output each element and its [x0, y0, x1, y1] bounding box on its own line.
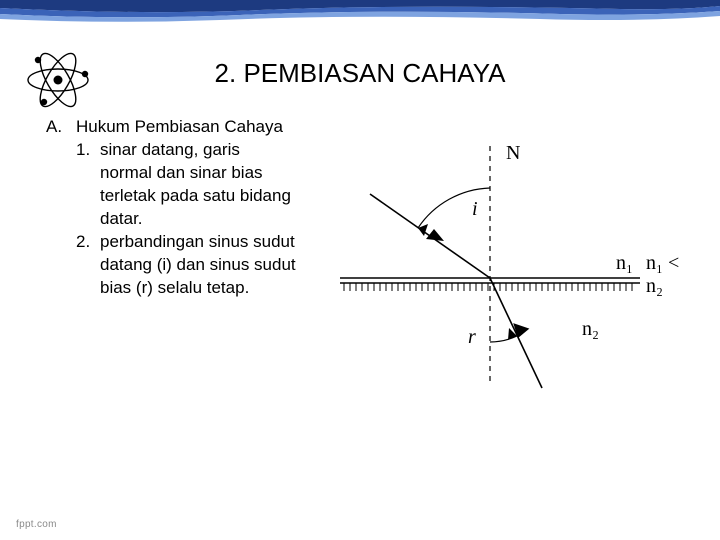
label-incidence: i [472, 198, 478, 221]
refraction-diagram: N i r n₁ n₂ n₁ < n₂ [320, 128, 700, 390]
section-heading: A. Hukum Pembiasan Cahaya [46, 116, 296, 139]
section-marker: A. [46, 116, 76, 139]
list-item: 1. sinar datang, garis normal dan sinar … [76, 139, 296, 231]
list-item: 2. perbandingan sinus sudut datang (i) d… [76, 231, 296, 300]
slide-title: 2. PEMBIASAN CAHAYA [0, 58, 720, 89]
label-relation: n₁ < n₂ [646, 252, 700, 298]
content-block: A. Hukum Pembiasan Cahaya 1. sinar datan… [46, 116, 296, 300]
list-item-number: 1. [76, 139, 100, 162]
footer-text: fppt.com [16, 519, 57, 530]
label-normal: N [506, 142, 520, 165]
label-n1: n₁ [616, 252, 633, 275]
list-item-text: sinar datang, garis normal dan sinar bia… [100, 139, 296, 231]
label-n2: n₂ [582, 318, 599, 341]
section-heading-text: Hukum Pembiasan Cahaya [76, 116, 283, 139]
label-refraction: r [468, 326, 476, 349]
top-banner [0, 0, 720, 22]
list-item-number: 2. [76, 231, 100, 254]
list-item-text: perbandingan sinus sudut datang (i) dan … [100, 231, 296, 300]
